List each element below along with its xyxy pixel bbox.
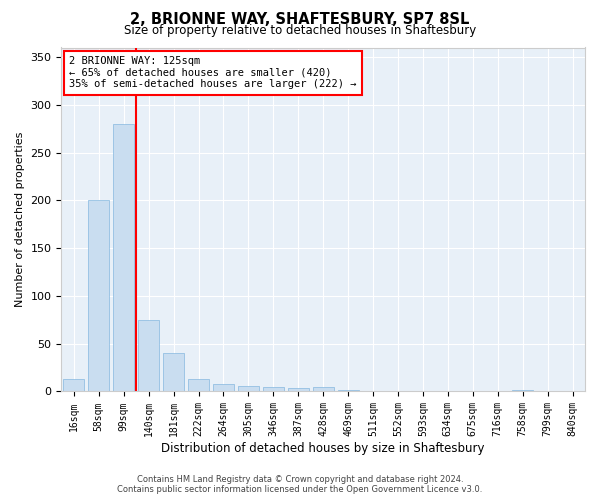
Bar (263, 386, 284, 392)
Bar (188, 379, 209, 392)
Text: 2 BRIONNE WAY: 125sqm
← 65% of detached houses are smaller (420)
35% of semi-det: 2 BRIONNE WAY: 125sqm ← 65% of detached … (69, 56, 357, 90)
Bar (362, 390, 383, 392)
Text: Size of property relative to detached houses in Shaftesbury: Size of property relative to detached ho… (124, 24, 476, 37)
Bar (88, 200, 109, 392)
Bar (313, 386, 334, 392)
Bar (138, 320, 159, 392)
Text: 2, BRIONNE WAY, SHAFTESBURY, SP7 8SL: 2, BRIONNE WAY, SHAFTESBURY, SP7 8SL (130, 12, 470, 28)
Bar (338, 390, 359, 392)
Text: Contains HM Land Registry data © Crown copyright and database right 2024.
Contai: Contains HM Land Registry data © Crown c… (118, 474, 482, 494)
Bar (63, 379, 85, 392)
Bar (287, 388, 309, 392)
Bar (213, 384, 234, 392)
Y-axis label: Number of detached properties: Number of detached properties (15, 132, 25, 307)
Bar (512, 390, 533, 392)
Bar (113, 124, 134, 392)
Bar (163, 354, 184, 392)
X-axis label: Distribution of detached houses by size in Shaftesbury: Distribution of detached houses by size … (161, 442, 485, 455)
Bar (238, 386, 259, 392)
